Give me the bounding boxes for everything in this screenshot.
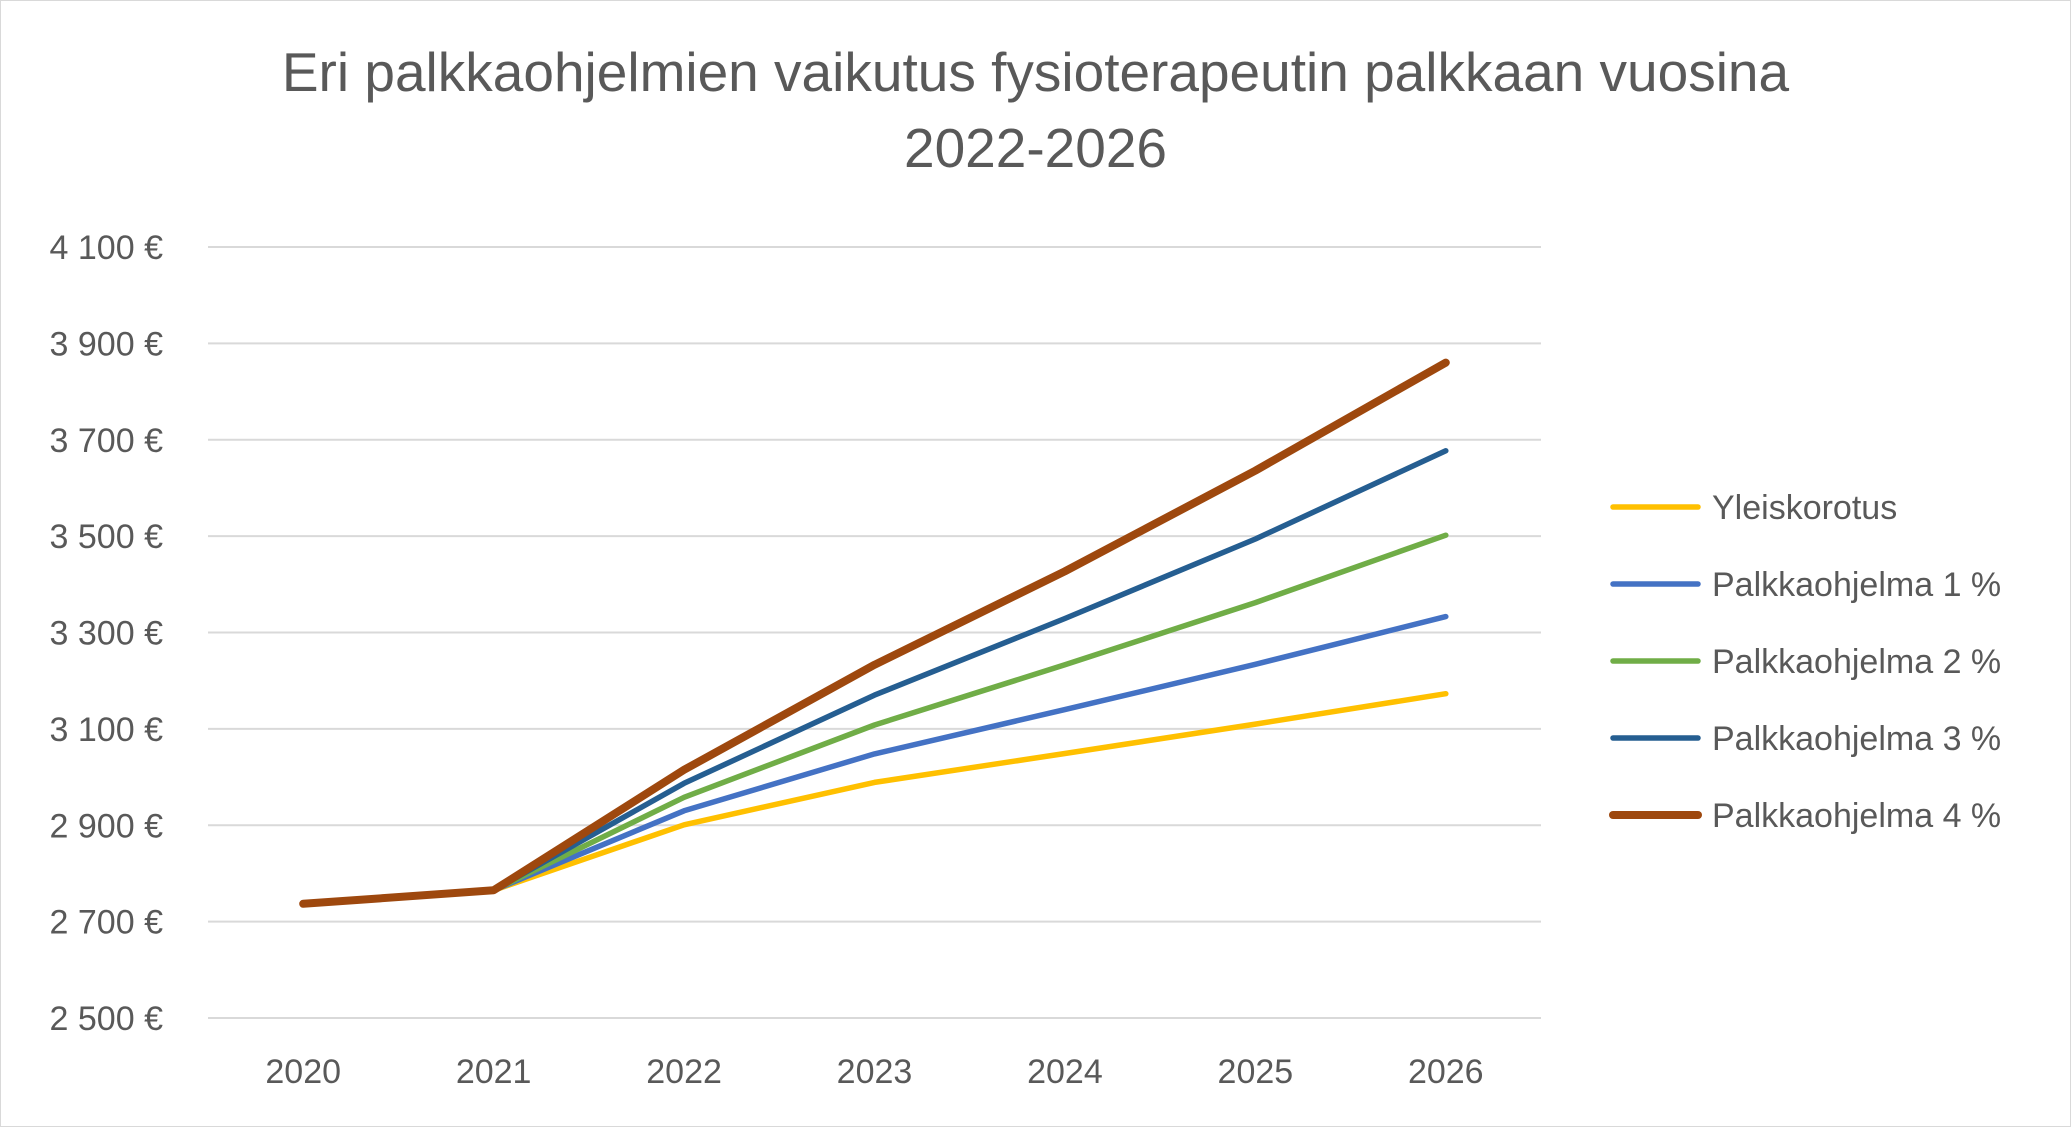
legend-label: Palkkaohjelma 4 % — [1712, 797, 2001, 835]
x-tick-label: 2020 — [265, 1053, 341, 1091]
x-tick-label: 2026 — [1408, 1053, 1484, 1091]
legend-label: Palkkaohjelma 2 % — [1712, 643, 2001, 681]
legend-label: Yleiskorotus — [1712, 489, 1897, 527]
y-tick-label: 3 500 € — [50, 518, 164, 556]
x-tick-label: 2024 — [1027, 1053, 1103, 1091]
y-tick-label: 3 100 € — [50, 711, 164, 749]
x-tick-label: 2021 — [456, 1053, 532, 1091]
y-tick-label: 3 700 € — [50, 422, 164, 460]
chart-title: Eri palkkaohjelmien vaikutus fysioterape… — [0, 34, 2071, 186]
y-axis-tick-labels: 2 500 € 2 700 € 2 900 € 3 100 € 3 300 € 3 500… — [50, 229, 164, 1038]
series-lines — [299, 358, 1450, 908]
legend-label: Palkkaohjelma 3 % — [1712, 720, 2001, 758]
y-tick-label: 2 900 € — [50, 807, 164, 845]
y-tick-label: 3 900 € — [50, 325, 164, 363]
x-tick-label: 2022 — [646, 1053, 722, 1091]
series-line — [300, 448, 1449, 907]
y-tick-label: 3 300 € — [50, 615, 164, 653]
x-tick-label: 2023 — [837, 1053, 913, 1091]
y-tick-label: 4 100 € — [50, 229, 164, 267]
series-line — [299, 358, 1450, 908]
legend-label: Palkkaohjelma 1 % — [1712, 566, 2001, 604]
series-line — [300, 613, 1449, 907]
chart-title-line-1: Eri palkkaohjelmien vaikutus fysioterape… — [281, 41, 1790, 103]
gridlines — [208, 246, 1541, 1019]
legend: Yleiskorotus Palkkaohjelma 1 % Palkkaohjel… — [1609, 489, 2001, 835]
y-tick-label: 2 500 € — [50, 1000, 164, 1038]
x-axis-tick-labels: 2020 2021 2022 2023 2024 2025 2026 — [265, 1053, 1483, 1091]
x-tick-label: 2025 — [1218, 1053, 1294, 1091]
chart-title-line-2: 2022-2026 — [903, 117, 1168, 179]
y-tick-label: 2 700 € — [50, 904, 164, 942]
